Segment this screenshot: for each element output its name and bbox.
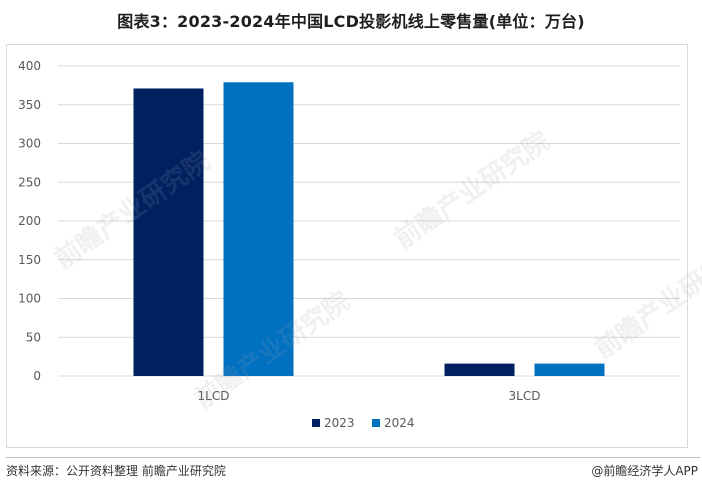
chart-title: 图表3：2023-2024年中国LCD投影机线上零售量(单位：万台) xyxy=(117,12,585,31)
source-note: 资料来源：公开资料整理 前瞻产业研究院 xyxy=(6,464,226,478)
x-category-label: 3LCD xyxy=(509,389,541,403)
y-tick-label: 400 xyxy=(18,59,41,73)
y-tick-label: 150 xyxy=(18,253,41,267)
y-tick-label: 300 xyxy=(18,137,41,151)
y-tick-label: 250 xyxy=(18,175,41,189)
chart-area-frame xyxy=(6,44,688,448)
bar xyxy=(534,363,605,376)
legend-swatch xyxy=(312,419,320,427)
footer-divider xyxy=(6,457,700,458)
bar xyxy=(223,82,294,377)
bar xyxy=(133,88,204,376)
bar xyxy=(444,363,515,376)
legend-label: 2024 xyxy=(384,416,415,430)
y-tick-label: 50 xyxy=(26,330,41,344)
x-category-label: 1LCD xyxy=(198,389,230,403)
legend-swatch xyxy=(372,419,380,427)
y-tick-label: 200 xyxy=(18,214,41,228)
y-tick-label: 0 xyxy=(33,369,41,383)
y-tick-label: 100 xyxy=(18,292,41,306)
y-tick-label: 350 xyxy=(18,98,41,112)
footer: 资料来源：公开资料整理 前瞻产业研究院 @前瞻经济学人APP xyxy=(0,457,702,492)
legend-label: 2023 xyxy=(324,416,355,430)
credit-note: @前瞻经济学人APP xyxy=(591,464,698,478)
